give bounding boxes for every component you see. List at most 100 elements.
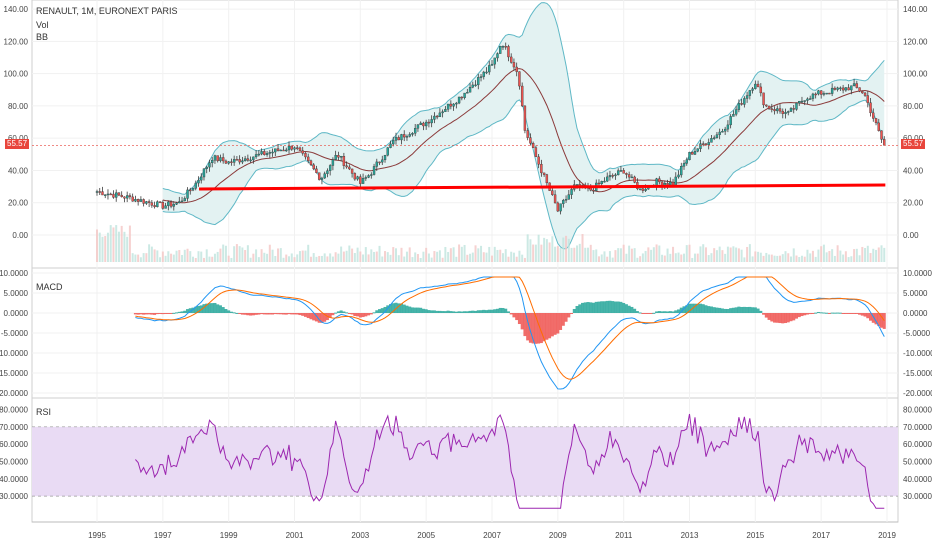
macd-histogram-bar bbox=[378, 309, 382, 313]
candle-body bbox=[641, 188, 645, 191]
candle-body bbox=[874, 118, 878, 124]
rsi-pane-label[interactable]: RSI bbox=[36, 407, 52, 417]
candle-body bbox=[691, 151, 694, 155]
candle-body bbox=[403, 134, 406, 138]
macd-axis-label-left: 5.0000 bbox=[4, 289, 29, 298]
macd-histogram-bar bbox=[762, 313, 766, 315]
candle-body bbox=[839, 87, 842, 90]
macd-histogram-bar bbox=[216, 304, 220, 313]
candle-body bbox=[611, 175, 614, 177]
candle-body bbox=[254, 154, 258, 158]
candle-body bbox=[754, 83, 757, 89]
macd-histogram-bar bbox=[188, 308, 192, 313]
candle-body bbox=[342, 156, 346, 166]
volume-bar bbox=[630, 248, 633, 262]
candle-body bbox=[235, 159, 239, 161]
price-axis-label-left: 80.00 bbox=[8, 102, 29, 111]
volume-bar bbox=[674, 253, 677, 262]
candle-body bbox=[287, 145, 291, 151]
macd-histogram-bar bbox=[265, 313, 269, 315]
macd-histogram-bar bbox=[836, 312, 840, 314]
macd-histogram-bar bbox=[852, 313, 856, 314]
candle-body bbox=[515, 66, 518, 72]
candle-body bbox=[721, 130, 724, 133]
macd-pane-label[interactable]: MACD bbox=[36, 282, 63, 292]
volume-bar bbox=[400, 247, 403, 262]
candle-body bbox=[740, 103, 743, 105]
volume-bar bbox=[219, 248, 222, 262]
volume-bar bbox=[205, 249, 208, 262]
macd-histogram-bar bbox=[613, 301, 617, 313]
macd-histogram-bar bbox=[394, 302, 398, 313]
macd-histogram-bar bbox=[427, 310, 431, 313]
candle-body bbox=[104, 194, 107, 196]
volume-bar bbox=[419, 257, 422, 262]
macd-histogram-bar bbox=[564, 313, 568, 322]
volume-bar bbox=[414, 252, 417, 262]
volume-bar bbox=[197, 251, 200, 262]
candle-body bbox=[112, 193, 115, 198]
macd-histogram-bar bbox=[572, 308, 576, 313]
volume-bar bbox=[216, 251, 219, 262]
macd-histogram-bar bbox=[221, 307, 225, 313]
volume-bar bbox=[814, 256, 817, 262]
bb-indicator-label[interactable]: BB bbox=[36, 32, 49, 42]
candle-body bbox=[726, 124, 730, 130]
candle-body bbox=[795, 102, 798, 110]
volume-bar bbox=[496, 249, 499, 262]
macd-histogram-bar bbox=[805, 313, 809, 315]
macd-histogram-bar bbox=[833, 312, 837, 314]
x-tick-label: 2017 bbox=[812, 531, 830, 540]
rsi-axis-label-right: 60.0000 bbox=[903, 440, 932, 449]
macd-histogram-bar bbox=[874, 313, 878, 325]
volume-bar bbox=[249, 257, 252, 262]
macd-histogram-bar bbox=[460, 311, 464, 313]
macd-axis-label-left: -5.0000 bbox=[1, 329, 29, 338]
candle-body bbox=[688, 151, 691, 161]
candle-body bbox=[263, 151, 266, 155]
price-axis-label-left: 60.00 bbox=[8, 134, 29, 143]
macd-histogram-bar bbox=[586, 302, 590, 313]
volume-indicator-label[interactable]: Vol bbox=[36, 20, 49, 30]
volume-bar bbox=[611, 257, 614, 262]
volume-bar bbox=[625, 253, 628, 262]
volume-bar bbox=[389, 254, 392, 262]
macd-histogram-bar bbox=[361, 313, 365, 318]
volume-bar bbox=[381, 256, 384, 262]
candle-body bbox=[463, 92, 466, 99]
volume-bar bbox=[606, 256, 609, 262]
volume-bar bbox=[853, 249, 856, 262]
volume-bar bbox=[833, 255, 836, 262]
volume-bar bbox=[710, 253, 713, 262]
macd-histogram-bar bbox=[372, 312, 376, 314]
candle-body bbox=[339, 156, 343, 158]
candle-body bbox=[644, 188, 647, 191]
candle-body bbox=[408, 134, 411, 137]
macd-axis-label-right: -20.0000 bbox=[903, 389, 932, 398]
macd-histogram-bar bbox=[501, 307, 505, 313]
macd-histogram-bar bbox=[652, 312, 656, 314]
macd-histogram-bar bbox=[800, 313, 804, 317]
x-tick-label: 2019 bbox=[878, 531, 896, 540]
candle-body bbox=[806, 98, 809, 101]
macd-histogram-bar bbox=[811, 313, 815, 314]
macd-histogram-bar bbox=[663, 311, 667, 313]
candle-body bbox=[375, 161, 378, 167]
candle-body bbox=[334, 154, 337, 160]
macd-axis-label-left: -15.0000 bbox=[0, 369, 29, 378]
macd-histogram-bar bbox=[855, 313, 859, 314]
volume-bar bbox=[309, 256, 312, 262]
symbol-title[interactable]: RENAULT, 1M, EURONEXT PARIS bbox=[36, 6, 178, 16]
macd-histogram-bar bbox=[504, 308, 508, 313]
volume-bar bbox=[433, 251, 436, 262]
volume-bar bbox=[384, 251, 387, 262]
candle-body bbox=[729, 116, 732, 126]
candle-body bbox=[814, 93, 817, 96]
candle-body bbox=[312, 164, 315, 170]
candle-body bbox=[320, 177, 324, 180]
candle-body bbox=[411, 132, 414, 135]
candle-body bbox=[293, 147, 296, 150]
macd-histogram-bar bbox=[191, 307, 195, 313]
candle-body bbox=[880, 130, 883, 140]
